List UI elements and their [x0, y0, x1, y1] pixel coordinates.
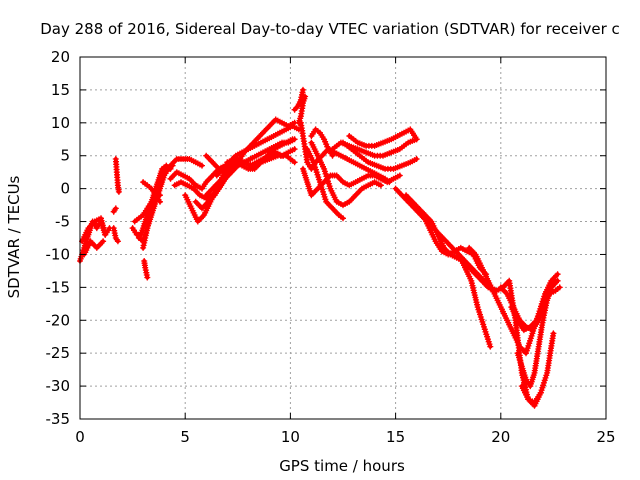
series-19: [192, 172, 231, 212]
axes: 0 5 10 15 20 25 -35 -30 -25 -20 -15 -10 -5 0 5 10 15 20: [46, 48, 616, 446]
series-markers: [346, 126, 420, 149]
y-tick-label: -25: [46, 344, 71, 362]
series-20: [203, 162, 241, 199]
data-series: [77, 86, 563, 409]
series-38: [514, 277, 559, 390]
y-tick-label: 5: [60, 147, 70, 165]
x-tick-label: 5: [180, 428, 190, 446]
series-markers: [514, 277, 559, 390]
y-tick-label: 15: [51, 81, 70, 99]
y-tick-label: 10: [51, 114, 70, 132]
series-7: [141, 258, 151, 281]
series-21: [291, 86, 306, 113]
y-tick-label: 0: [60, 180, 70, 198]
series-markers: [308, 139, 384, 209]
series-6: [110, 225, 121, 245]
series-markers: [340, 139, 420, 172]
series-12: [140, 179, 163, 205]
series-markers: [224, 152, 298, 169]
x-tick-label: 10: [281, 428, 300, 446]
series-39: [518, 330, 557, 406]
series-30: [346, 126, 420, 149]
series-24: [300, 165, 403, 199]
y-tick-label: -35: [46, 410, 71, 428]
series-markers: [140, 179, 163, 205]
series-markers: [203, 162, 241, 199]
y-tick-label: -20: [46, 311, 71, 329]
series-markers: [304, 146, 346, 222]
series-markers: [112, 156, 122, 195]
x-tick-label: 25: [596, 428, 615, 446]
series-18: [224, 152, 298, 169]
x-tick-label: 0: [75, 428, 85, 446]
x-tick-label: 20: [491, 428, 510, 446]
series-markers: [141, 258, 151, 281]
series-markers: [308, 126, 336, 159]
series-10: [140, 156, 205, 251]
series-25: [304, 146, 346, 222]
y-tick-label: -30: [46, 377, 71, 395]
series-29: [340, 139, 420, 172]
series-markers: [79, 215, 109, 245]
chart-title: Day 288 of 2016, Sidereal Day-to-day VTE…: [40, 20, 620, 38]
y-tick-label: -5: [55, 213, 70, 231]
series-markers: [110, 205, 119, 215]
y-tick-label: -15: [46, 278, 71, 296]
y-tick-label: -10: [46, 245, 71, 263]
x-axis-label: GPS time / hours: [279, 457, 405, 475]
series-markers: [518, 330, 557, 406]
series-markers: [110, 225, 121, 245]
x-tick-label: 15: [386, 428, 405, 446]
series-5: [110, 205, 119, 215]
plot-frame: [79, 56, 607, 420]
y-tick-label: 20: [51, 48, 70, 66]
series-4: [112, 156, 122, 195]
series-2: [79, 215, 109, 245]
y-axis-label: SDTVAR / TECUs: [5, 175, 23, 298]
series-26: [308, 139, 384, 209]
series-markers: [291, 86, 306, 113]
series-27: [308, 126, 336, 159]
grid: [80, 57, 606, 419]
